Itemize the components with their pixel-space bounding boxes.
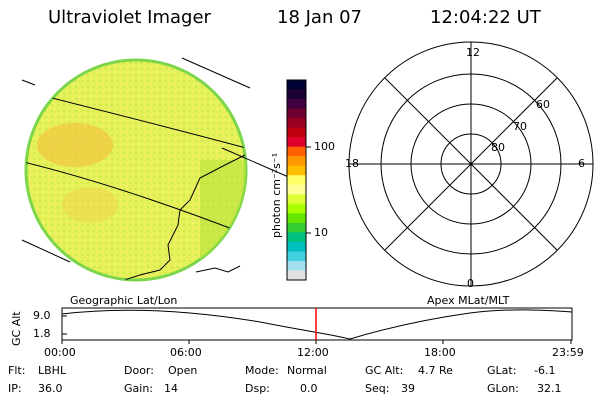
- colorbar-segment: [287, 165, 306, 176]
- date-label: 18 Jan 07: [277, 7, 362, 28]
- altitude-ylabel: GC Alt: [10, 311, 23, 346]
- gain-value: 14: [164, 382, 178, 395]
- altitude-ytick-1.8: 1.8: [33, 327, 51, 340]
- gain-label: Gain:: [124, 382, 153, 395]
- colorbar-segment: [287, 89, 306, 100]
- dsp-label: Dsp:: [245, 382, 270, 395]
- altitude-xtick-4: 23:59: [552, 346, 584, 359]
- mode-value: Normal: [287, 364, 327, 377]
- colorbar-segment: [287, 270, 306, 281]
- colorbar-unit-label: photon cm⁻²s⁻¹: [270, 152, 283, 238]
- colorbar-frame: [286, 79, 307, 281]
- colorbar-segment: [287, 137, 306, 148]
- seq-label: Seq:: [365, 382, 390, 395]
- altitude-xtick-2: 12:00: [297, 346, 329, 359]
- mlt-label-12: 12: [466, 46, 480, 59]
- ip-value: 36.0: [38, 382, 63, 395]
- altitude-plot: [61, 307, 573, 344]
- polar-plot: [348, 41, 594, 287]
- instrument-title: Ultraviolet Imager: [48, 7, 211, 28]
- colorbar-segment: [287, 232, 306, 243]
- mlt-label-0: 0: [467, 277, 474, 290]
- colorbar: [287, 80, 306, 281]
- colorbar-segment: [287, 108, 306, 119]
- mlt-label-6: 6: [578, 157, 585, 170]
- colorbar-segment: [287, 118, 306, 129]
- glon-label: GLon:: [487, 382, 519, 395]
- altitude-xtick-0: 00:00: [44, 346, 76, 359]
- colorbar-segment: [287, 80, 306, 91]
- mlt-label-18: 18: [345, 157, 359, 170]
- colorbar-segment: [287, 175, 306, 186]
- gcalt-value: 4.7 Re: [418, 364, 453, 377]
- altitude-xtick-1: 06:00: [170, 346, 202, 359]
- colorbar-segment: [287, 241, 306, 252]
- dsp-value: 0.0: [300, 382, 318, 395]
- colorbar-segment: [287, 222, 306, 233]
- glat-value: -6.1: [534, 364, 556, 377]
- altitude-ytick-9: 9.0: [33, 309, 51, 322]
- seq-value: 39: [401, 382, 415, 395]
- colorbar-segment: [287, 260, 306, 271]
- uv-image-disk: [21, 57, 301, 282]
- colorbar-segment: [287, 127, 306, 138]
- colorbar-segment: [287, 203, 306, 214]
- right-panel-label: Apex MLat/MLT: [427, 294, 510, 307]
- colorbar-segment: [287, 156, 306, 167]
- colorbar-segment: [287, 184, 306, 195]
- flt-value: LBHL: [38, 364, 67, 377]
- left-panel-label: Geographic Lat/Lon: [70, 294, 178, 307]
- colorbar-segment: [287, 251, 306, 262]
- ip-label: IP:: [8, 382, 22, 395]
- colorbar-tick-label-100: 100: [314, 140, 335, 153]
- lat-label-60: 60: [536, 98, 550, 111]
- altitude-xtick-3: 18:00: [424, 346, 456, 359]
- mode-label: Mode:: [245, 364, 279, 377]
- door-label: Door:: [124, 364, 154, 377]
- glat-label: GLat:: [487, 364, 517, 377]
- flt-label: Flt:: [8, 364, 26, 377]
- glon-value: 32.1: [537, 382, 562, 395]
- colorbar-segment: [287, 146, 306, 157]
- gcalt-label: GC Alt:: [365, 364, 404, 377]
- colorbar-segment: [287, 213, 306, 224]
- colorbar-segment: [287, 194, 306, 205]
- colorbar-tick-label-10: 10: [314, 226, 328, 239]
- time-label: 12:04:22 UT: [430, 7, 541, 28]
- lat-label-70: 70: [513, 120, 527, 133]
- lat-label-80: 80: [491, 141, 505, 154]
- door-value: Open: [168, 364, 198, 377]
- colorbar-segment: [287, 99, 306, 110]
